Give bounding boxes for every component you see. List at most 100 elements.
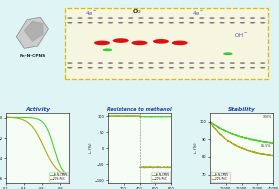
Fe-N-CPNS xyxy=(108,115,111,117)
Circle shape xyxy=(240,17,245,19)
20% Pt/C xyxy=(44,150,47,152)
20% Pt/C xyxy=(50,162,54,164)
Fe-N-CPNS xyxy=(130,115,133,117)
Fe-N-CPNS xyxy=(246,137,249,140)
Polygon shape xyxy=(24,21,43,41)
Circle shape xyxy=(88,22,93,23)
Fe-N-CPNS xyxy=(260,140,264,143)
Fe-N-CPNS xyxy=(112,115,115,117)
Circle shape xyxy=(128,67,133,68)
20% Pt/C xyxy=(136,115,140,117)
FancyBboxPatch shape xyxy=(64,8,268,79)
Circle shape xyxy=(138,22,144,23)
Line: 20% Pt/C: 20% Pt/C xyxy=(210,122,273,156)
Circle shape xyxy=(260,17,265,19)
Circle shape xyxy=(240,22,245,23)
Circle shape xyxy=(138,17,144,19)
20% Pt/C xyxy=(25,120,28,123)
Fe-N-CPNS xyxy=(50,139,53,141)
Fe-N-CPNS xyxy=(243,136,246,139)
Circle shape xyxy=(148,17,154,19)
Circle shape xyxy=(189,67,194,68)
Text: 4e$^-$: 4e$^-$ xyxy=(192,9,205,17)
Fe-N-CPNS xyxy=(238,136,242,138)
Circle shape xyxy=(169,17,174,19)
Circle shape xyxy=(250,67,255,68)
Circle shape xyxy=(219,22,225,23)
Circle shape xyxy=(230,22,235,23)
Fe-N-CPNS xyxy=(114,115,118,117)
Text: Fe-N-CPNS: Fe-N-CPNS xyxy=(19,54,45,58)
Fe-N-CPNS xyxy=(44,125,47,127)
Circle shape xyxy=(179,17,184,19)
Fe-N-CPNS xyxy=(29,117,33,119)
Fe-N-CPNS xyxy=(133,115,137,117)
Circle shape xyxy=(148,67,154,68)
Circle shape xyxy=(148,22,154,23)
Fe-N-CPNS xyxy=(107,115,110,117)
Circle shape xyxy=(250,62,255,64)
20% Pt/C xyxy=(114,115,118,117)
Fe-N-CPNS xyxy=(270,142,274,144)
Circle shape xyxy=(189,22,194,23)
Circle shape xyxy=(77,67,83,68)
Circle shape xyxy=(67,67,73,68)
Circle shape xyxy=(240,62,245,64)
20% Pt/C xyxy=(107,115,110,117)
Circle shape xyxy=(67,22,73,23)
Fe-N-CPNS xyxy=(272,142,275,144)
Circle shape xyxy=(108,67,113,68)
Line: 20% Pt/C: 20% Pt/C xyxy=(6,117,69,176)
Circle shape xyxy=(219,67,225,68)
Circle shape xyxy=(98,22,103,23)
Text: OH$^-$: OH$^-$ xyxy=(234,31,248,39)
20% Pt/C xyxy=(208,121,211,123)
Fe-N-CPNS xyxy=(11,116,15,119)
Circle shape xyxy=(169,67,174,68)
Circle shape xyxy=(240,67,245,68)
Circle shape xyxy=(118,17,123,19)
Fe-N-CPNS xyxy=(4,116,7,119)
Fe-N-CPNS xyxy=(208,120,211,123)
Circle shape xyxy=(94,41,110,45)
Circle shape xyxy=(88,67,93,68)
Circle shape xyxy=(67,62,73,64)
Text: 4e$^-$: 4e$^-$ xyxy=(85,9,98,17)
20% Pt/C xyxy=(272,154,275,157)
Circle shape xyxy=(138,62,144,64)
Circle shape xyxy=(113,38,129,43)
Circle shape xyxy=(158,67,164,68)
Title: Resistance to methanol: Resistance to methanol xyxy=(107,107,172,112)
Circle shape xyxy=(219,17,225,19)
Circle shape xyxy=(230,17,235,19)
Circle shape xyxy=(128,17,133,19)
Circle shape xyxy=(98,67,103,68)
Fe-N-CPNS xyxy=(239,136,242,138)
20% Pt/C xyxy=(29,124,33,126)
Legend: Fe-N-CPNS, 20% Pt/C: Fe-N-CPNS, 20% Pt/C xyxy=(151,172,170,182)
Circle shape xyxy=(77,62,83,64)
Circle shape xyxy=(199,22,205,23)
Legend: Fe-N-CPNS, 20% Pt/C: Fe-N-CPNS, 20% Pt/C xyxy=(49,172,68,182)
Circle shape xyxy=(250,17,255,19)
Fe-N-CPNS xyxy=(136,115,140,117)
20% Pt/C xyxy=(246,149,249,152)
Circle shape xyxy=(88,62,93,64)
Circle shape xyxy=(118,67,123,68)
Circle shape xyxy=(153,39,169,44)
Circle shape xyxy=(260,22,265,23)
Fe-N-CPNS xyxy=(68,175,71,177)
20% Pt/C xyxy=(243,148,246,150)
Circle shape xyxy=(158,17,164,19)
Y-axis label: iₐ (%): iₐ (%) xyxy=(89,143,93,153)
Circle shape xyxy=(138,67,144,68)
Circle shape xyxy=(98,17,103,19)
Circle shape xyxy=(131,41,148,45)
Circle shape xyxy=(230,67,235,68)
Circle shape xyxy=(108,62,113,64)
20% Pt/C xyxy=(112,115,115,117)
Circle shape xyxy=(189,17,194,19)
20% Pt/C xyxy=(135,115,139,117)
20% Pt/C xyxy=(120,115,123,117)
Title: Stability: Stability xyxy=(228,107,256,112)
